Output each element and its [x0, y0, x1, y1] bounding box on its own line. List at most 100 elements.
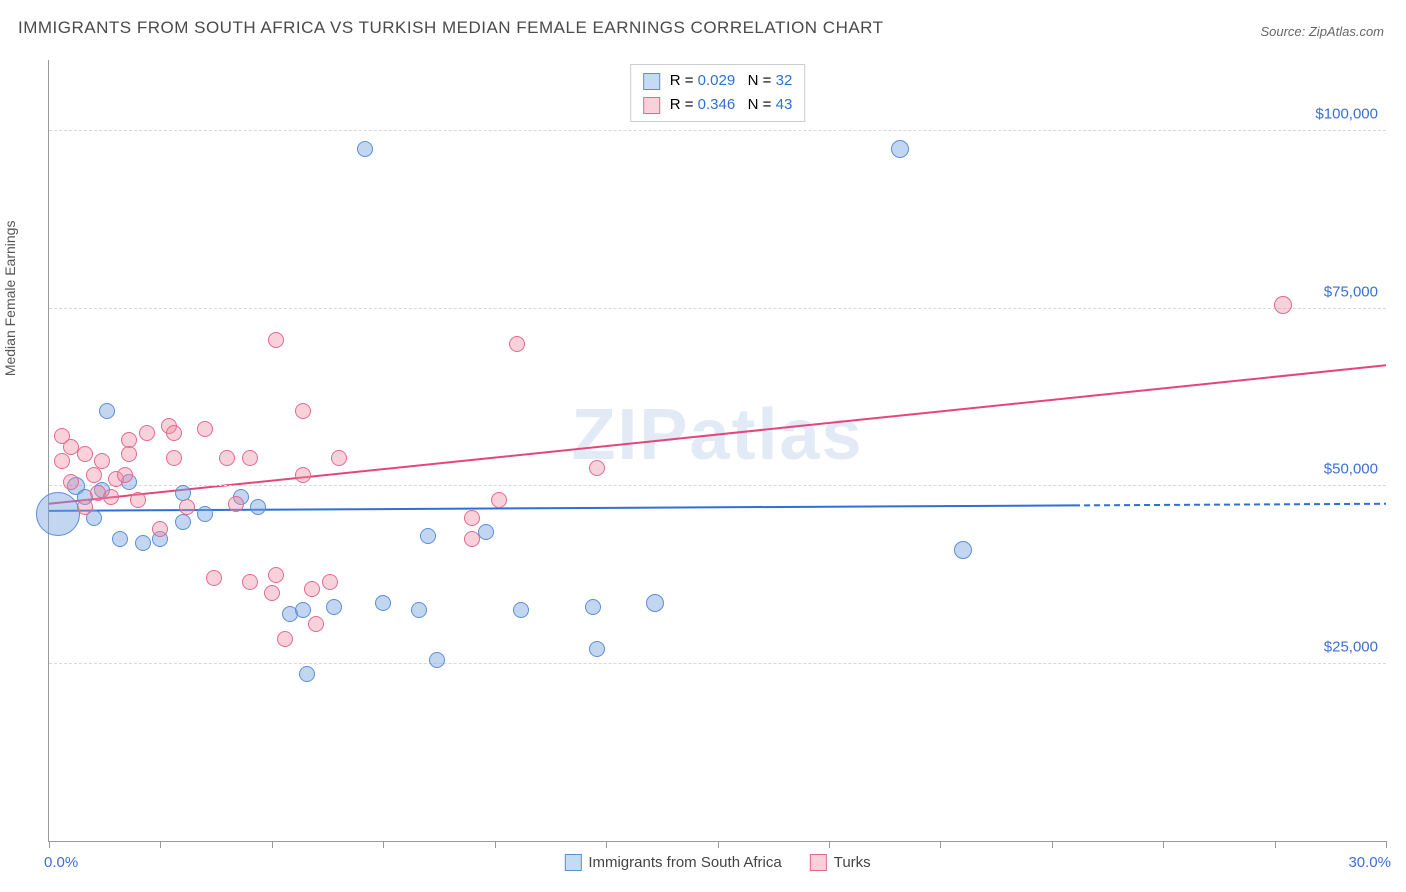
plot-area: ZIPatlas R = 0.029 N = 32 R = 0.346 N = … [48, 60, 1386, 842]
x-tick [940, 841, 941, 848]
x-tick [272, 841, 273, 848]
scatter-point [250, 499, 266, 515]
legend-swatch-1 [564, 854, 581, 871]
scatter-point [331, 450, 347, 466]
stats-row-series-2: R = 0.346 N = 43 [643, 93, 793, 117]
scatter-point [589, 641, 605, 657]
source-attribution: Source: ZipAtlas.com [1260, 24, 1384, 39]
scatter-point [117, 467, 133, 483]
x-tick [1386, 841, 1387, 848]
watermark-text: ZIPatlas [571, 394, 863, 476]
legend-item-series-2: Turks [810, 854, 871, 871]
n-value-1: 32 [776, 72, 793, 89]
swatch-series-2 [643, 97, 660, 114]
x-axis-min-label: 0.0% [44, 854, 78, 871]
legend-swatch-2 [810, 854, 827, 871]
legend-item-series-1: Immigrants from South Africa [564, 854, 781, 871]
scatter-point [77, 499, 93, 515]
scatter-point [166, 450, 182, 466]
scatter-point [420, 528, 436, 544]
scatter-point [464, 510, 480, 526]
x-tick [829, 841, 830, 848]
scatter-point [375, 595, 391, 611]
x-tick [160, 841, 161, 848]
scatter-point [513, 602, 529, 618]
n-value-2: 43 [776, 96, 793, 113]
scatter-point [295, 602, 311, 618]
scatter-point [268, 567, 284, 583]
legend-label-1: Immigrants from South Africa [588, 854, 781, 871]
scatter-point [103, 489, 119, 505]
gridline-horizontal [49, 130, 1386, 131]
scatter-point [139, 425, 155, 441]
scatter-point [308, 616, 324, 632]
bottom-legend: Immigrants from South Africa Turks [564, 854, 870, 871]
scatter-point [509, 336, 525, 352]
scatter-point [130, 492, 146, 508]
x-tick [1163, 841, 1164, 848]
stats-legend: R = 0.029 N = 32 R = 0.346 N = 43 [630, 64, 806, 122]
chart-title: IMMIGRANTS FROM SOUTH AFRICA VS TURKISH … [18, 18, 884, 38]
scatter-point [166, 425, 182, 441]
x-tick [495, 841, 496, 848]
scatter-point [152, 521, 168, 537]
scatter-point [299, 666, 315, 682]
y-tick-label: $25,000 [1324, 638, 1378, 655]
scatter-point [99, 403, 115, 419]
scatter-point [1274, 296, 1292, 314]
x-tick [606, 841, 607, 848]
scatter-point [206, 570, 222, 586]
y-tick-label: $100,000 [1315, 106, 1378, 123]
scatter-point [242, 450, 258, 466]
legend-label-2: Turks [834, 854, 871, 871]
scatter-point [135, 535, 151, 551]
y-tick-label: $50,000 [1324, 461, 1378, 478]
scatter-point [322, 574, 338, 590]
scatter-point [94, 453, 110, 469]
x-tick [1052, 841, 1053, 848]
r-value-1: 0.029 [698, 72, 736, 89]
r-value-2: 0.346 [698, 96, 736, 113]
gridline-horizontal [49, 663, 1386, 664]
scatter-point [228, 496, 244, 512]
scatter-point [295, 403, 311, 419]
scatter-point [175, 514, 191, 530]
x-tick [383, 841, 384, 848]
scatter-point [36, 492, 80, 536]
swatch-series-1 [643, 73, 660, 90]
scatter-point [357, 141, 373, 157]
scatter-point [585, 599, 601, 615]
scatter-point [646, 594, 664, 612]
y-tick-label: $75,000 [1324, 283, 1378, 300]
x-tick [49, 841, 50, 848]
scatter-point [295, 467, 311, 483]
x-tick [1275, 841, 1276, 848]
scatter-point [77, 446, 93, 462]
x-tick [718, 841, 719, 848]
scatter-point [954, 541, 972, 559]
scatter-point [304, 581, 320, 597]
scatter-point [268, 332, 284, 348]
gridline-horizontal [49, 308, 1386, 309]
chart-container: IMMIGRANTS FROM SOUTH AFRICA VS TURKISH … [0, 0, 1406, 892]
scatter-point [63, 474, 79, 490]
scatter-point [112, 531, 128, 547]
scatter-point [891, 140, 909, 158]
scatter-point [277, 631, 293, 647]
scatter-point [264, 585, 280, 601]
scatter-point [197, 421, 213, 437]
gridline-horizontal [49, 485, 1386, 486]
scatter-point [197, 506, 213, 522]
scatter-point [491, 492, 507, 508]
scatter-point [464, 531, 480, 547]
stats-row-series-1: R = 0.029 N = 32 [643, 69, 793, 93]
scatter-point [242, 574, 258, 590]
scatter-point [326, 599, 342, 615]
scatter-point [54, 453, 70, 469]
scatter-point [411, 602, 427, 618]
scatter-point [219, 450, 235, 466]
scatter-point [86, 467, 102, 483]
scatter-point [589, 460, 605, 476]
x-axis-max-label: 30.0% [1348, 854, 1391, 871]
scatter-point [429, 652, 445, 668]
